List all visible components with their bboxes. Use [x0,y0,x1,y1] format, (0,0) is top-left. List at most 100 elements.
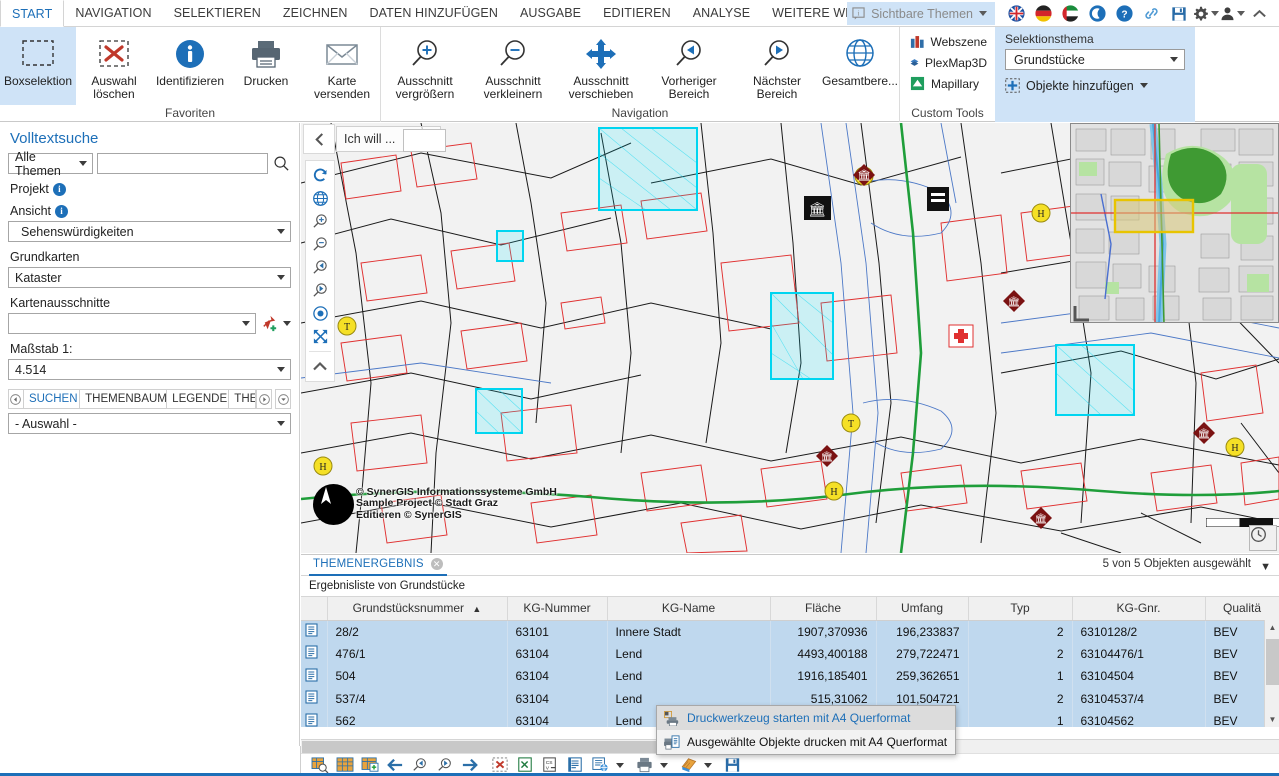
moon-icon[interactable] [1084,2,1111,26]
auswahl-loeschen-button[interactable]: Auswahl löschen [76,27,152,101]
header-qualitaet[interactable]: Qualitä [1205,597,1279,621]
time-slider-button[interactable] [1249,525,1277,551]
arrow-left-icon[interactable] [384,755,406,775]
gear-icon[interactable] [1192,2,1219,26]
ribbon-tab-selektieren[interactable]: SELEKTIEREN [173,6,261,20]
ribbon-tab-daten-hinzufuegen[interactable]: DATEN HINZUFÜGEN [369,6,498,20]
table-row[interactable]: 28/2 63101 Innere Stadt 1907,370936 196,… [301,620,1279,643]
scrollbar-thumb[interactable] [1266,639,1279,685]
row-detail-icon[interactable] [301,665,328,688]
clear-selection-icon[interactable] [489,755,511,775]
karte-versenden-button[interactable]: Karte versenden [304,27,380,101]
locate-icon[interactable] [307,302,333,325]
search-icon[interactable] [272,155,291,172]
search-input[interactable] [97,153,269,174]
result-tab-themenergebnis[interactable]: THEMENERGEBNIS ✕ [309,555,447,576]
scroll-down-arrow[interactable]: ▼ [1268,715,1277,724]
link-icon[interactable] [1138,2,1165,26]
excel-export-icon[interactable] [514,755,536,775]
visible-themes-button[interactable]: i Sichtbare Themen [847,2,995,25]
vorheriger-bereich-button[interactable]: Vorheriger Bereich [645,27,733,101]
scroll-up-arrow[interactable]: ▲ [1268,623,1277,632]
refresh-icon[interactable] [307,164,333,187]
row-detail-icon[interactable] [301,620,328,643]
massstab-select[interactable]: 4.514 [8,359,291,380]
zoom-prev-icon[interactable] [409,755,431,775]
ausschnitt-vergroessern-button[interactable]: Ausschnitt vergrößern [381,27,469,101]
row-detail-icon[interactable] [301,687,328,710]
help-icon[interactable]: ? [1111,2,1138,26]
header-flaeche[interactable]: Fläche [770,597,877,621]
collapse-ribbon-icon[interactable] [1246,2,1273,26]
previous-extent-icon[interactable] [307,256,333,279]
map-search-result-box[interactable] [403,129,446,152]
overview-minimap[interactable] [1070,123,1279,323]
naechster-bereich-button[interactable]: Nächster Bereich [733,27,821,101]
tabs-scroll-left-button[interactable] [8,389,24,409]
csv-export-icon[interactable]: CS V [539,755,561,775]
arrow-right-icon[interactable] [459,755,481,775]
context-menu-item-print-selected[interactable]: Ausgewählte Objekte drucken mit A4 Querf… [657,730,955,754]
chevron-down-icon[interactable] [658,762,669,768]
row-detail-icon[interactable] [301,642,328,665]
report-icon[interactable] [564,755,586,775]
sidebar-tab-themenbaum[interactable]: THEMENBAUM [80,389,168,409]
flag-uae-icon[interactable] [1057,2,1084,26]
ausschnitt-verschieben-button[interactable]: Ausschnitt verschieben [557,27,645,101]
chevron-down-icon[interactable] [702,762,713,768]
vertical-scrollbar[interactable]: ▲ ▼ [1264,620,1279,727]
map-panel-collapse-button[interactable] [303,124,335,154]
collapse-up-icon[interactable] [307,355,333,378]
close-icon[interactable]: ✕ [430,558,443,570]
auswahl-select[interactable]: - Auswahl - [8,413,291,434]
table-row[interactable]: 504 63104 Lend 1916,185401 259,362651 1 … [301,665,1279,688]
header-kg-nummer[interactable]: KG-Nummer [507,597,608,621]
grundkarten-select[interactable]: Kataster [8,267,291,288]
user-icon[interactable] [1219,2,1246,26]
table-search-icon[interactable] [309,755,331,775]
table-add-icon[interactable] [359,755,381,775]
header-kg-name[interactable]: KG-Name [607,597,771,621]
add-bookmark-icon[interactable] [260,314,279,333]
flag-uk-icon[interactable] [1003,2,1030,26]
sidebar-tab-suchen[interactable]: SUCHEN [23,389,81,409]
mapillary-button[interactable]: Mapillary [910,73,987,94]
drucken-button[interactable]: Drucken [228,27,304,88]
header-select-all[interactable] [301,597,328,621]
ansicht-select[interactable]: Sehenswürdigkeiten [8,221,291,242]
zoom-in-icon[interactable] [307,210,333,233]
save-icon[interactable] [721,755,743,775]
sidebar-tab-legende[interactable]: LEGENDE [167,389,230,409]
tabs-scroll-right-button[interactable] [256,389,273,409]
header-kg-gnr[interactable]: KG-Gnr. [1072,597,1206,621]
zoom-next-icon[interactable] [434,755,456,775]
chevron-down-icon[interactable] [283,321,291,326]
chevron-down-icon[interactable]: ▼ [1260,561,1271,573]
globe-icon[interactable] [307,187,333,210]
sidebar-tab-themen[interactable]: THEM [229,389,257,409]
table-row[interactable]: 476/1 63104 Lend 4493,400188 279,722471 … [301,642,1279,665]
info-icon[interactable]: i [55,204,68,218]
header-grundstuecksnummer[interactable]: Grundstücksnummer ▲ [327,597,508,621]
tabs-overflow-button[interactable] [275,389,292,409]
table-icon[interactable] [334,755,356,775]
identifizieren-button[interactable]: Identifizieren [152,27,228,88]
web-report-icon[interactable] [589,755,611,775]
next-extent-icon[interactable] [307,279,333,302]
ribbon-tab-editieren[interactable]: EDITIEREN [603,6,671,20]
save-icon[interactable] [1165,2,1192,26]
gesamtbereich-button[interactable]: Gesamtbere... [821,27,899,88]
ribbon-tab-navigation[interactable]: NAVIGATION [75,6,152,20]
kartenausschnitte-select[interactable] [8,313,256,334]
search-theme-select[interactable]: Alle Themen [8,150,94,178]
ribbon-tab-zeichnen[interactable]: ZEICHNEN [282,6,348,20]
ribbon-tab-start[interactable]: START [0,0,65,27]
flag-germany-icon[interactable] [1030,2,1057,26]
layout-icon[interactable] [677,755,699,775]
map-canvas[interactable]: T H T T H H H H 🏛 🏛 🏛 🏛 🏛 [301,123,1279,553]
zoom-out-icon[interactable] [307,233,333,256]
info-icon[interactable]: i [52,182,66,196]
ausschnitt-verkleinern-button[interactable]: Ausschnitt verkleinern [469,27,557,101]
selection-theme-select[interactable]: Grundstücke [1005,49,1185,70]
print-icon[interactable] [633,755,655,775]
